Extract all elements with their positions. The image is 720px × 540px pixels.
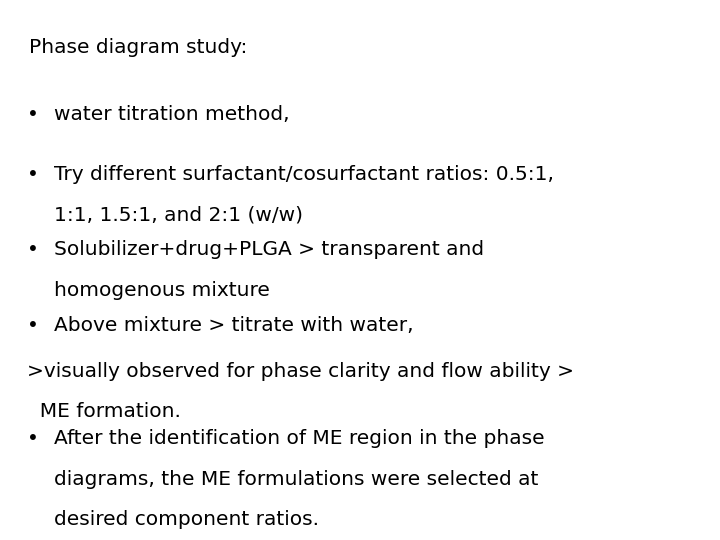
Text: water titration method,: water titration method, xyxy=(54,105,289,124)
Text: ME formation.: ME formation. xyxy=(27,402,181,421)
Text: •: • xyxy=(27,105,39,124)
Text: •: • xyxy=(27,316,39,335)
Text: desired component ratios.: desired component ratios. xyxy=(54,510,319,529)
Text: Try different surfactant/cosurfactant ratios: 0.5:1,: Try different surfactant/cosurfactant ra… xyxy=(54,165,554,184)
Text: •: • xyxy=(27,240,39,259)
Text: 1:1, 1.5:1, and 2:1 (w/w): 1:1, 1.5:1, and 2:1 (w/w) xyxy=(54,205,303,224)
Text: •: • xyxy=(27,429,39,448)
Text: homogenous mixture: homogenous mixture xyxy=(54,281,270,300)
Text: After the identification of ME region in the phase: After the identification of ME region in… xyxy=(54,429,544,448)
Text: •: • xyxy=(27,165,39,184)
Text: Solubilizer+drug+PLGA > transparent and: Solubilizer+drug+PLGA > transparent and xyxy=(54,240,484,259)
Text: >visually observed for phase clarity and flow ability >: >visually observed for phase clarity and… xyxy=(27,362,575,381)
Text: diagrams, the ME formulations were selected at: diagrams, the ME formulations were selec… xyxy=(54,470,539,489)
Text: Phase diagram study:: Phase diagram study: xyxy=(29,38,247,57)
Text: Above mixture > titrate with water,: Above mixture > titrate with water, xyxy=(54,316,413,335)
